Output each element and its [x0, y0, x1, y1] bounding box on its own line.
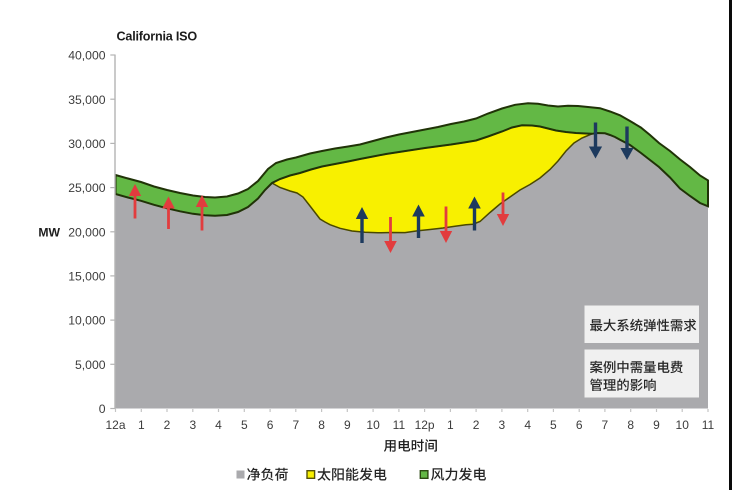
svg-text:7: 7 — [292, 418, 299, 432]
svg-text:15,000: 15,000 — [68, 270, 105, 284]
svg-text:1: 1 — [447, 418, 454, 432]
svg-text:1: 1 — [138, 418, 145, 432]
svg-text:9: 9 — [653, 418, 660, 432]
svg-text:6: 6 — [267, 418, 274, 432]
svg-text:25,000: 25,000 — [68, 181, 105, 195]
svg-text:10: 10 — [676, 418, 690, 432]
svg-text:5,000: 5,000 — [75, 358, 106, 372]
svg-text:12p: 12p — [415, 418, 435, 432]
svg-text:35,000: 35,000 — [68, 93, 105, 107]
svg-text:California ISO: California ISO — [117, 30, 198, 44]
svg-text:4: 4 — [524, 418, 531, 432]
svg-text:5: 5 — [241, 418, 248, 432]
svg-text:40,000: 40,000 — [68, 49, 105, 63]
svg-text:20,000: 20,000 — [68, 225, 105, 239]
svg-text:0: 0 — [99, 402, 106, 416]
svg-text:2: 2 — [473, 418, 480, 432]
svg-text:10,000: 10,000 — [68, 314, 105, 328]
svg-text:8: 8 — [627, 418, 634, 432]
svg-text:MW: MW — [38, 226, 60, 240]
svg-text:3: 3 — [189, 418, 196, 432]
svg-text:7: 7 — [602, 418, 609, 432]
svg-text:10: 10 — [366, 418, 380, 432]
svg-text:2: 2 — [164, 418, 171, 432]
svg-text:11: 11 — [393, 418, 406, 432]
svg-text:6: 6 — [576, 418, 583, 432]
svg-text:5: 5 — [550, 418, 557, 432]
svg-text:8: 8 — [318, 418, 325, 432]
svg-text:11: 11 — [702, 418, 715, 432]
svg-text:30,000: 30,000 — [68, 137, 105, 151]
svg-text:9: 9 — [344, 418, 351, 432]
svg-text:4: 4 — [215, 418, 222, 432]
svg-text:3: 3 — [499, 418, 506, 432]
svg-text:12a: 12a — [105, 418, 125, 432]
